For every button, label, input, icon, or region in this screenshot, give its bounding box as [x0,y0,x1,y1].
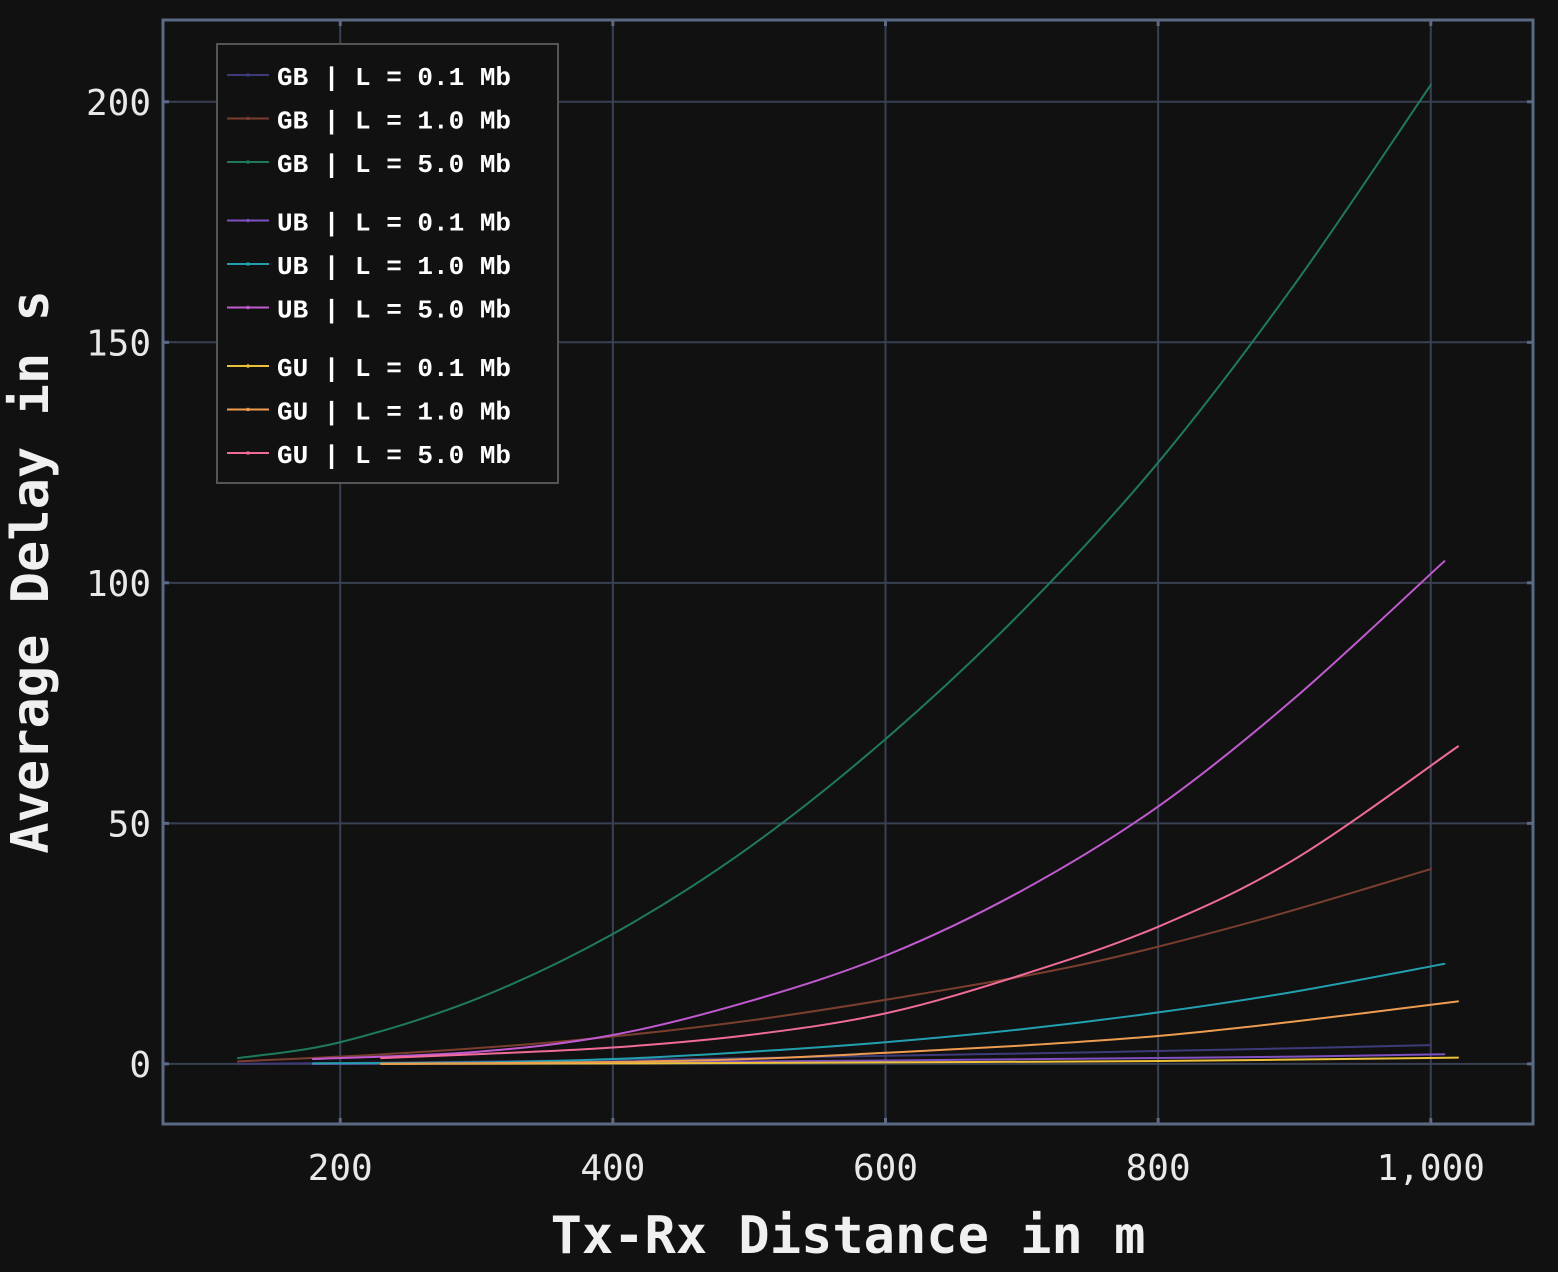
y-tick-label: 150 [86,323,151,364]
y-axis-title: Average Delay in s [1,290,61,854]
legend-marker [246,218,250,223]
series-line-4 [311,962,1446,1065]
x-tick-label: 400 [580,1148,645,1189]
y-tick-label: 100 [86,564,151,605]
series-line-5 [311,560,1446,1061]
series-lines [236,83,1460,1065]
legend-label: UB | L = 1.0 Mb [277,252,511,282]
x-tick-label: 200 [308,1148,373,1189]
legend-label: GB | L = 0.1 Mb [277,63,511,93]
x-tick-label: 800 [1126,1148,1191,1189]
series-line-8 [380,745,1460,1060]
legend-marker [246,407,250,412]
legend-label: UB | L = 0.1 Mb [277,209,511,239]
legend-marker [246,451,250,455]
y-tick-label: 0 [129,1045,151,1086]
legend-marker [246,160,250,164]
x-axis-title: Tx-Rx Distance in m [551,1206,1146,1266]
legend-box [216,43,559,484]
legend-label: GU | L = 0.1 Mb [277,354,511,384]
legend-label: GB | L = 5.0 Mb [277,150,511,180]
legend-marker [246,262,250,266]
legend-marker [246,116,250,121]
tick-labels: 200 400 600 800 1,000 0 50 100 150 200 [86,20,1533,1189]
y-tick-label: 200 [86,83,151,124]
legend-label: GU | L = 1.0 Mb [277,398,511,428]
legend-marker [246,305,250,310]
legend-label: UB | L = 5.0 Mb [277,296,511,326]
plot-frame [161,18,1535,1126]
series-line-7 [380,1000,1460,1065]
series-line-2 [236,83,1432,1060]
legend: GB | L = 0.1 Mb GB | L = 1.0 Mb GB | L = 5… [216,43,559,484]
legend-label: GB | L = 1.0 Mb [277,107,511,137]
legend-marker [246,73,250,77]
x-tick-label: 1,000 [1377,1148,1485,1189]
y-tick-label: 50 [108,804,151,845]
legend-marker [246,364,250,368]
x-tick-label: 600 [853,1148,918,1189]
series-line-1 [236,868,1432,1063]
legend-label: GU | L = 5.0 Mb [277,441,511,471]
